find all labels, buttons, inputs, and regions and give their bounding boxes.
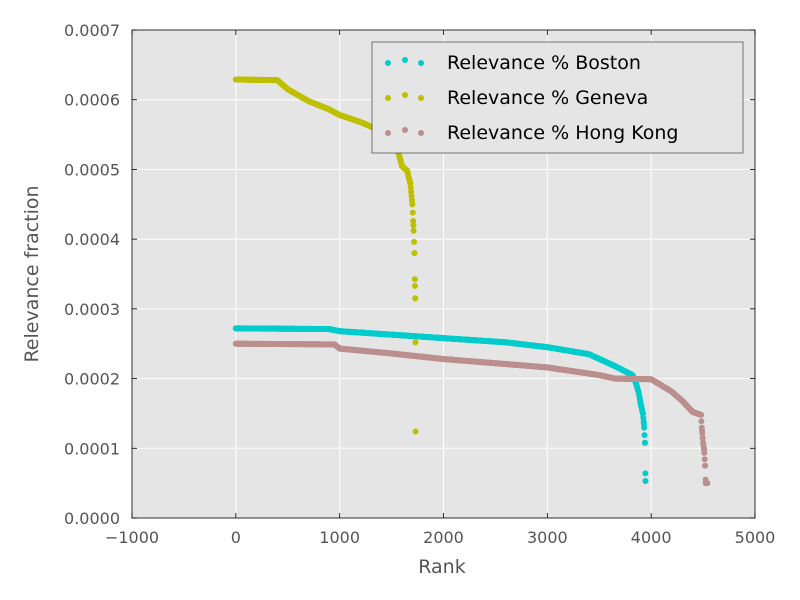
data-point bbox=[658, 382, 665, 389]
data-point bbox=[331, 341, 338, 348]
data-point bbox=[410, 227, 417, 234]
legend-marker bbox=[385, 130, 391, 136]
data-point bbox=[642, 470, 649, 477]
y-tick-label: 0.0005 bbox=[64, 160, 120, 179]
y-tick-label: 0.0001 bbox=[64, 439, 120, 458]
legend-marker bbox=[418, 60, 424, 66]
data-point bbox=[611, 363, 618, 370]
data-point bbox=[689, 409, 696, 416]
x-tick-label: 1000 bbox=[319, 528, 360, 547]
data-point bbox=[698, 411, 705, 418]
data-point bbox=[407, 180, 414, 187]
y-tick-label: 0.0004 bbox=[64, 230, 120, 249]
y-tick-label: 0.0002 bbox=[64, 370, 120, 389]
data-point bbox=[305, 98, 312, 105]
y-tick-label: 0.0006 bbox=[64, 91, 120, 110]
data-point bbox=[411, 250, 418, 257]
y-tick-label: 0.0000 bbox=[64, 509, 120, 528]
data-point bbox=[326, 326, 333, 333]
x-tick-label: 4000 bbox=[631, 528, 672, 547]
legend: Relevance % Boston Relevance % Geneva Rele… bbox=[371, 41, 744, 154]
data-point bbox=[698, 418, 705, 425]
data-point bbox=[641, 432, 648, 439]
series-2 bbox=[232, 340, 711, 487]
legend-marker bbox=[385, 60, 391, 66]
data-point bbox=[701, 456, 708, 463]
data-point bbox=[585, 351, 592, 358]
x-tick-label: 2000 bbox=[423, 528, 464, 547]
data-point bbox=[357, 119, 364, 126]
data-point bbox=[611, 375, 618, 382]
data-point bbox=[492, 360, 499, 367]
data-point bbox=[388, 350, 395, 357]
legend-box bbox=[371, 41, 744, 154]
data-point bbox=[699, 427, 706, 434]
legend-marker bbox=[418, 95, 424, 101]
y-axis-label: Relevance fraction bbox=[21, 185, 43, 362]
legend-marker bbox=[402, 92, 408, 98]
legend-label: Relevance % Geneva bbox=[447, 87, 648, 109]
data-point bbox=[336, 112, 343, 119]
legend-label: Relevance % Boston bbox=[447, 52, 641, 74]
x-tick-label: −1000 bbox=[105, 528, 159, 547]
data-point bbox=[412, 339, 419, 346]
data-point bbox=[700, 439, 707, 446]
x-axis-label: Rank bbox=[418, 556, 465, 578]
data-point bbox=[411, 276, 418, 283]
data-point bbox=[635, 389, 642, 396]
data-point bbox=[411, 282, 418, 289]
data-point bbox=[284, 86, 291, 93]
data-point bbox=[648, 376, 655, 383]
data-point bbox=[274, 77, 281, 84]
data-point bbox=[409, 201, 416, 208]
data-point bbox=[596, 372, 603, 379]
legend-label: Relevance % Hong Kong bbox=[447, 122, 679, 144]
data-point bbox=[702, 462, 709, 469]
legend-marker bbox=[418, 130, 424, 136]
y-tick-label: 0.0007 bbox=[64, 21, 120, 40]
data-point bbox=[440, 356, 447, 363]
legend-marker bbox=[402, 127, 408, 133]
data-point bbox=[544, 344, 551, 351]
legend-marker bbox=[385, 95, 391, 101]
data-point bbox=[336, 345, 343, 352]
data-point bbox=[440, 335, 447, 342]
data-points bbox=[232, 76, 711, 487]
data-point bbox=[641, 439, 648, 446]
data-point bbox=[639, 410, 646, 417]
y-tick-label: 0.0003 bbox=[64, 300, 120, 319]
data-point bbox=[679, 397, 686, 404]
data-point bbox=[668, 388, 675, 395]
data-point bbox=[699, 434, 706, 441]
data-point bbox=[642, 478, 649, 485]
data-point bbox=[544, 364, 551, 371]
data-point bbox=[232, 325, 239, 332]
data-point bbox=[701, 446, 708, 453]
data-point bbox=[411, 238, 418, 245]
x-tick-label: 3000 bbox=[527, 528, 568, 547]
data-point bbox=[232, 340, 239, 347]
data-point bbox=[502, 339, 509, 346]
data-point bbox=[637, 401, 644, 408]
data-point bbox=[232, 76, 239, 83]
data-point bbox=[326, 106, 333, 113]
legend-marker bbox=[402, 57, 408, 63]
x-tick-label: 5000 bbox=[735, 528, 776, 547]
data-point bbox=[409, 209, 416, 216]
data-point bbox=[398, 162, 405, 169]
data-point bbox=[640, 420, 647, 427]
data-point bbox=[410, 222, 417, 229]
data-point bbox=[412, 295, 419, 302]
series-0 bbox=[232, 325, 649, 485]
data-point bbox=[404, 167, 411, 174]
axis-ticks: −1000 0 1000 2000 3000 4000 5000 0.0000 0.0001 0.… bbox=[64, 21, 775, 547]
data-point bbox=[336, 328, 343, 335]
data-point bbox=[704, 480, 711, 487]
x-tick-label: 0 bbox=[231, 528, 241, 547]
data-point bbox=[412, 428, 419, 435]
